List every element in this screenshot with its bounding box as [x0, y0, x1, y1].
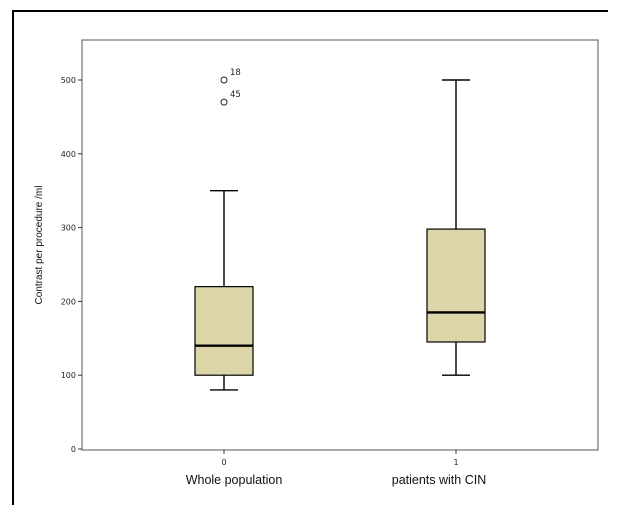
- y-tick-label: 500: [61, 76, 76, 85]
- outlier-point: [220, 98, 228, 106]
- box-iqr: [194, 286, 254, 376]
- y-axis-label: Contrast per procedure /ml: [34, 186, 45, 305]
- plot-area: [81, 39, 599, 451]
- box-iqr: [426, 228, 486, 343]
- y-tick-label: 100: [61, 371, 76, 380]
- x-axis: 0 Whole population 1 patients with CIN: [186, 450, 486, 487]
- outlier-label: 45: [230, 90, 241, 100]
- y-tick-label: 0: [71, 445, 76, 454]
- y-tick-label: 300: [61, 224, 76, 233]
- outlier-label: 18: [230, 68, 241, 78]
- x-category-label: patients with CIN: [392, 473, 486, 487]
- x-category-label: Whole population: [186, 473, 283, 487]
- y-axis: 0 100 200 300 400 500: [61, 76, 82, 454]
- y-tick-label: 400: [61, 150, 76, 159]
- x-tick-code: 1: [453, 458, 458, 467]
- box-group: [426, 79, 486, 376]
- y-tick-label: 200: [61, 297, 76, 306]
- outlier-point: [220, 76, 228, 84]
- x-tick-code: 0: [221, 458, 226, 467]
